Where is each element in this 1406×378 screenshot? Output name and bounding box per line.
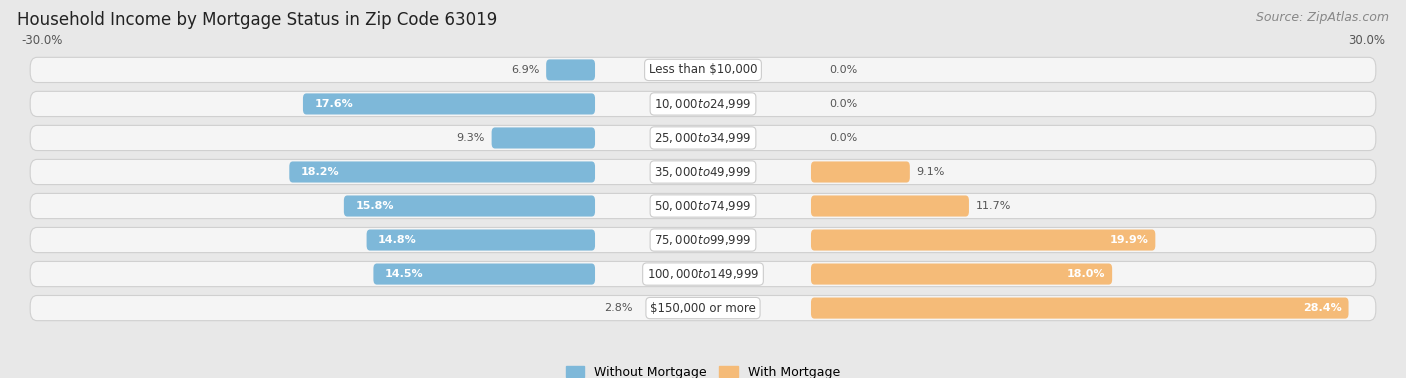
Text: 11.7%: 11.7% (976, 201, 1011, 211)
FancyBboxPatch shape (30, 194, 1376, 218)
FancyBboxPatch shape (811, 229, 1156, 251)
FancyBboxPatch shape (302, 93, 595, 115)
Text: 18.2%: 18.2% (301, 167, 339, 177)
FancyBboxPatch shape (344, 195, 595, 217)
FancyBboxPatch shape (30, 57, 1376, 82)
FancyBboxPatch shape (30, 262, 1376, 287)
Text: $50,000 to $74,999: $50,000 to $74,999 (654, 199, 752, 213)
Text: 19.9%: 19.9% (1109, 235, 1149, 245)
FancyBboxPatch shape (546, 59, 595, 81)
Text: 30.0%: 30.0% (1348, 34, 1385, 48)
FancyBboxPatch shape (30, 160, 1376, 184)
FancyBboxPatch shape (30, 296, 1376, 321)
Text: 0.0%: 0.0% (830, 65, 858, 75)
Text: Household Income by Mortgage Status in Zip Code 63019: Household Income by Mortgage Status in Z… (17, 11, 498, 29)
Text: 28.4%: 28.4% (1303, 303, 1341, 313)
FancyBboxPatch shape (811, 263, 1112, 285)
Text: 2.8%: 2.8% (605, 303, 633, 313)
Text: $75,000 to $99,999: $75,000 to $99,999 (654, 233, 752, 247)
Text: 0.0%: 0.0% (830, 133, 858, 143)
FancyBboxPatch shape (492, 127, 595, 149)
Text: $100,000 to $149,999: $100,000 to $149,999 (647, 267, 759, 281)
FancyBboxPatch shape (290, 161, 595, 183)
Text: 17.6%: 17.6% (315, 99, 353, 109)
Text: $25,000 to $34,999: $25,000 to $34,999 (654, 131, 752, 145)
Text: 14.5%: 14.5% (385, 269, 423, 279)
Text: $10,000 to $24,999: $10,000 to $24,999 (654, 97, 752, 111)
FancyBboxPatch shape (811, 195, 969, 217)
FancyBboxPatch shape (367, 229, 595, 251)
FancyBboxPatch shape (30, 228, 1376, 253)
Text: 15.8%: 15.8% (356, 201, 394, 211)
Text: Source: ZipAtlas.com: Source: ZipAtlas.com (1256, 11, 1389, 24)
Text: 18.0%: 18.0% (1067, 269, 1105, 279)
Text: 9.1%: 9.1% (917, 167, 945, 177)
Legend: Without Mortgage, With Mortgage: Without Mortgage, With Mortgage (565, 366, 841, 378)
FancyBboxPatch shape (30, 125, 1376, 150)
Text: Less than $10,000: Less than $10,000 (648, 64, 758, 76)
Text: 9.3%: 9.3% (457, 133, 485, 143)
Text: $150,000 or more: $150,000 or more (650, 302, 756, 314)
FancyBboxPatch shape (30, 91, 1376, 116)
Text: 6.9%: 6.9% (510, 65, 540, 75)
FancyBboxPatch shape (811, 297, 1348, 319)
Text: $35,000 to $49,999: $35,000 to $49,999 (654, 165, 752, 179)
FancyBboxPatch shape (811, 161, 910, 183)
Text: 0.0%: 0.0% (830, 99, 858, 109)
FancyBboxPatch shape (374, 263, 595, 285)
Text: 14.8%: 14.8% (378, 235, 416, 245)
Text: -30.0%: -30.0% (21, 34, 62, 48)
